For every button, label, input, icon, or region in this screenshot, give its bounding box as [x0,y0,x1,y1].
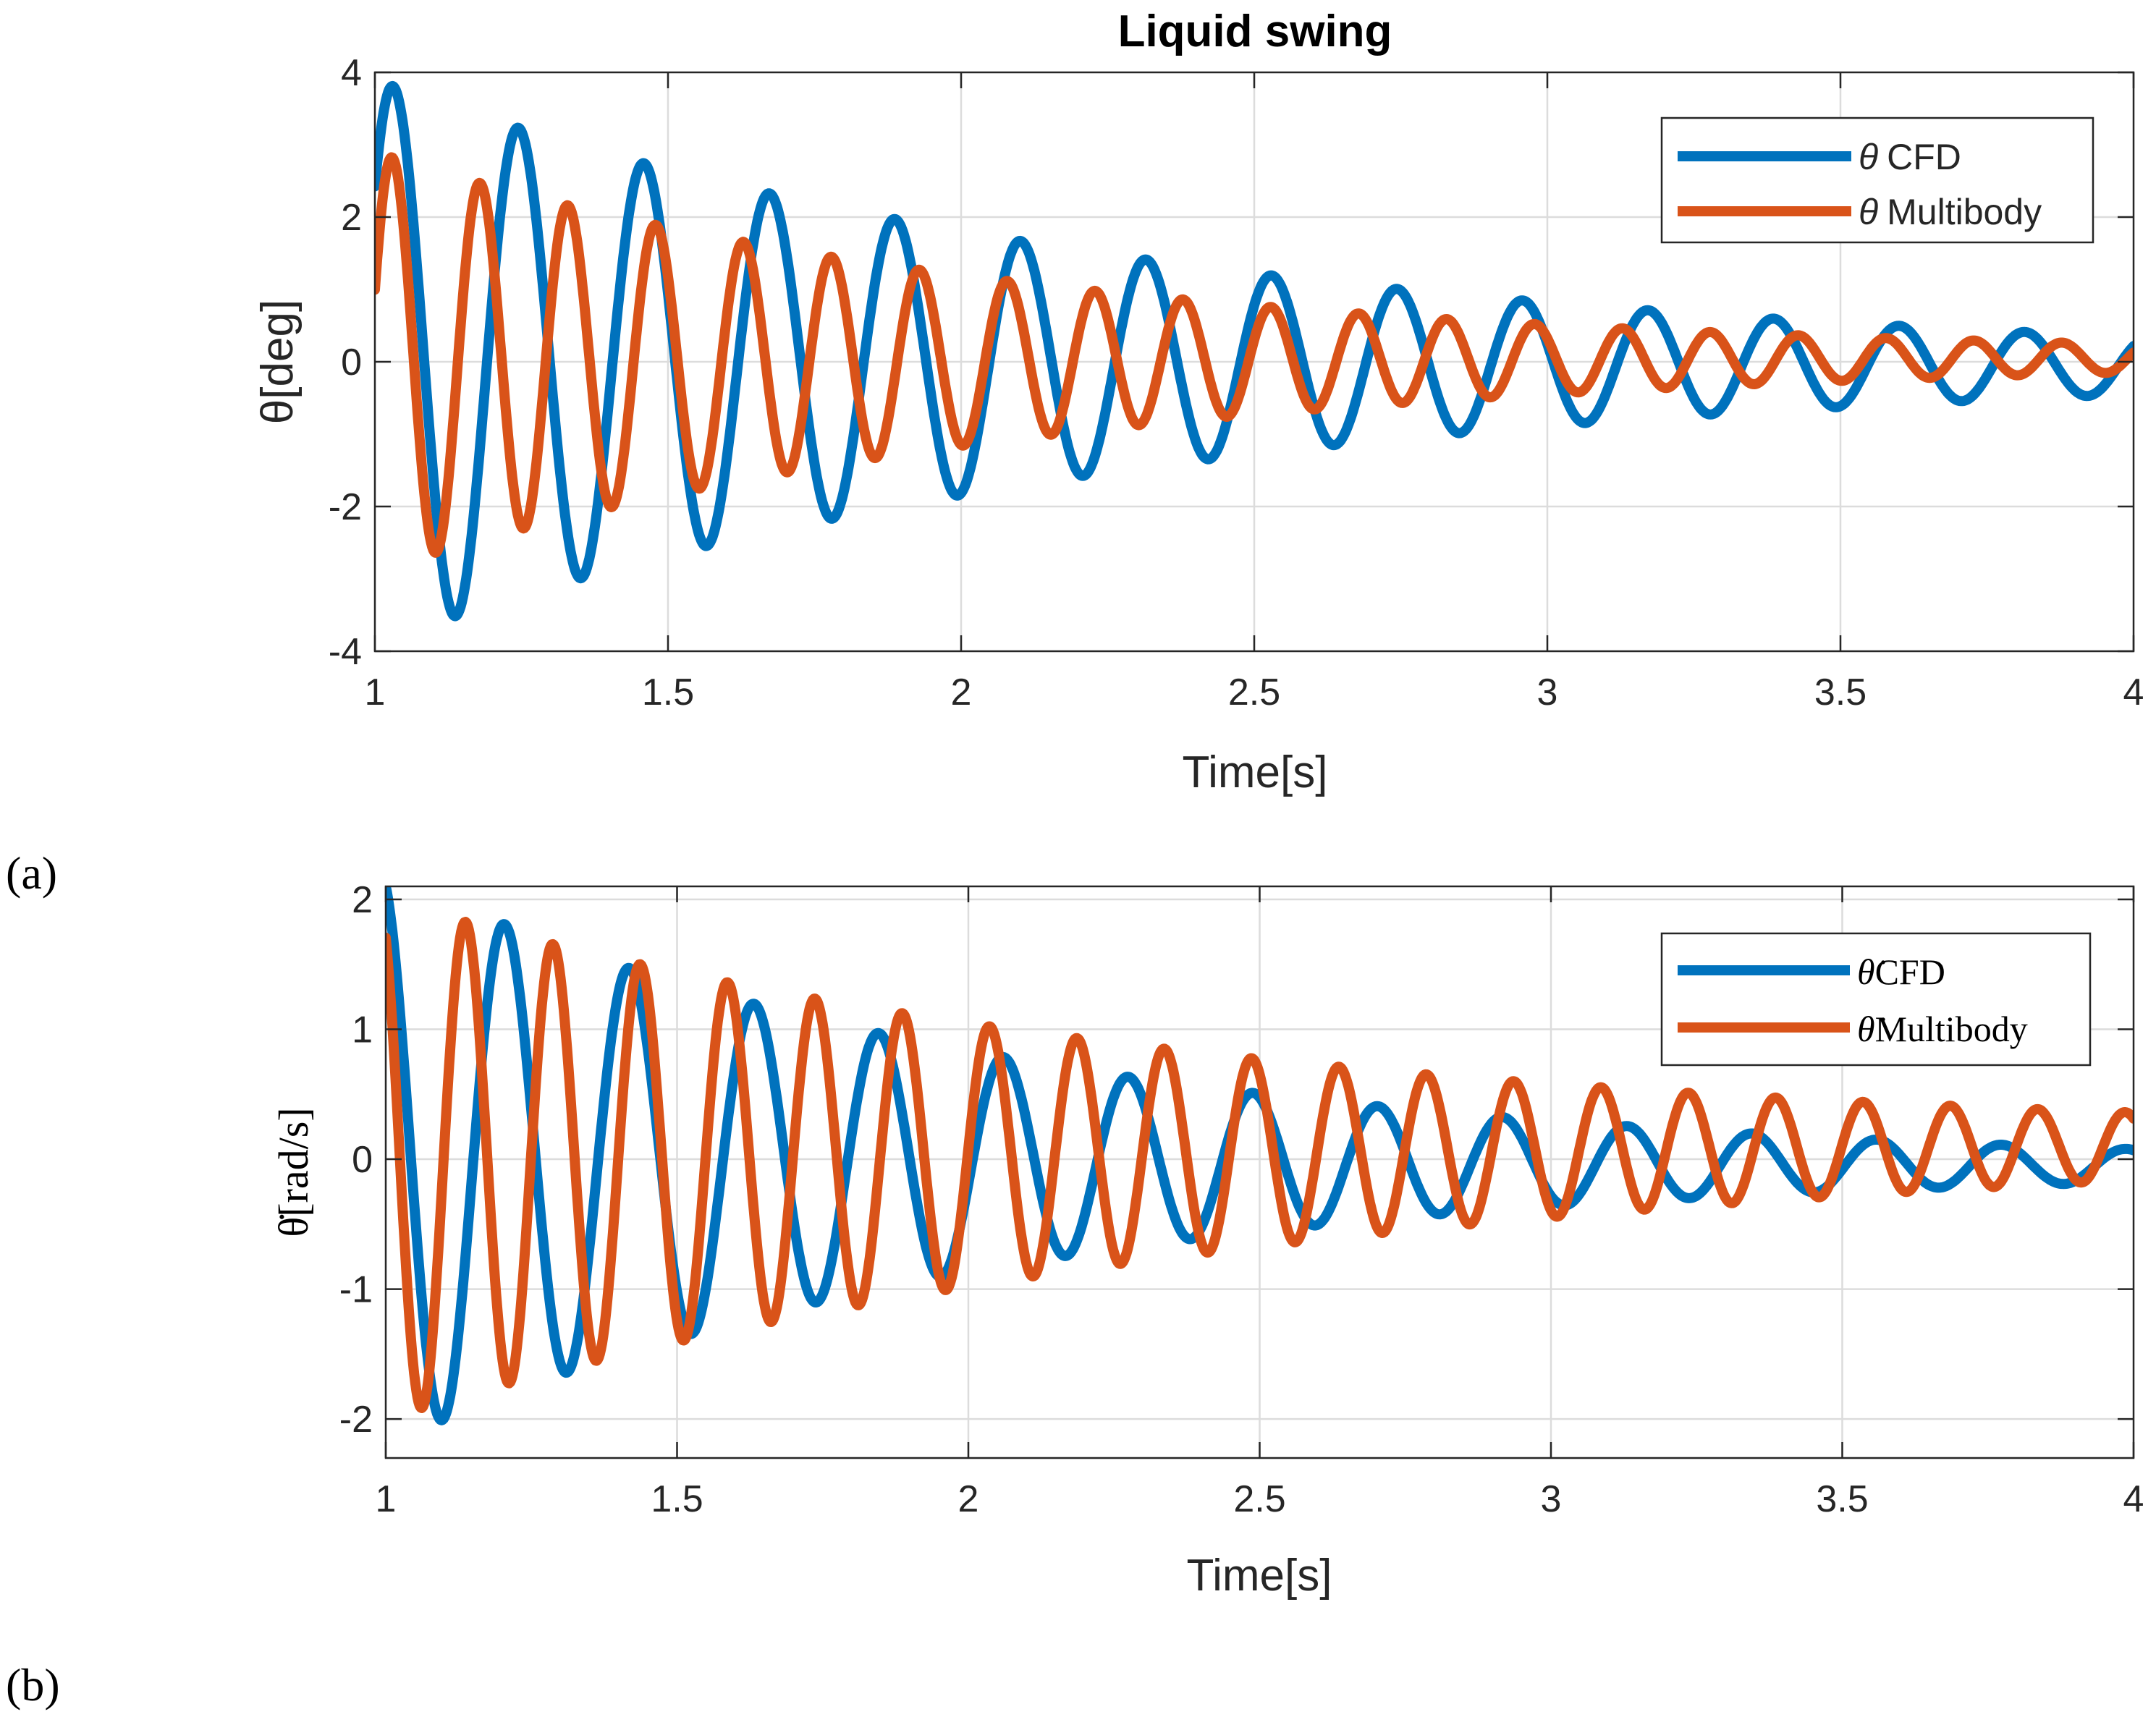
x-tick-label: 3 [1541,1478,1562,1520]
panel-a-ylabel: θ[deg] [253,300,303,424]
panel-b-xlabel: Time[s] [1187,1551,1332,1601]
series-line-multibody [386,917,2134,1413]
panel-a: Liquid swing 1 1.5 2 2.5 3 3.5 4 -4 -2 0 2 4 Time[s… [6,7,2144,899]
y-tick-label: 2 [352,879,373,921]
x-tick-label: 4 [2123,1478,2144,1520]
x-tick-label: 1.5 [651,1478,703,1520]
panel-b-ticks [384,886,2135,1458]
x-tick-label: 2 [951,671,972,713]
x-tick-label: 3 [1537,671,1558,713]
y-tick-label: 0 [341,342,362,383]
y-tick-label: -1 [339,1269,373,1311]
panel-a-ticks [373,71,2135,653]
panel-a-title: Liquid swing [1118,7,1392,56]
panel-a-series [375,80,2134,622]
x-tick-label: 1 [365,671,386,713]
x-tick-label: 4 [2123,671,2144,713]
panel-a-xlabel: Time[s] [1183,747,1328,797]
x-tick-label: 1.5 [642,671,694,713]
y-tick-label: 0 [352,1139,373,1181]
y-tick-label: -2 [339,1399,373,1441]
panel-a-label: (a) [6,847,57,899]
panel-b: 1 1.5 2 2.5 3 3.5 4 -2 -1 0 1 2 Time[s] θ̇[rad/s] θ… [6,879,2144,1711]
panel-b-legend: θ̇CFD θ̇Multibody [1660,932,2092,1067]
panel-a-legend: θ CFD θ Multibody [1660,116,2094,244]
panel-b-ylabel: θ̇[rad/s] [270,1107,317,1237]
panel-a-legend-label-cfd: θ CFD [1859,137,1961,177]
panel-a-legend-label-multibody: θ Multibody [1859,192,2042,232]
x-tick-label: 2.5 [1233,1478,1285,1520]
panel-a-tick-labels: 1 1.5 2 2.5 3 3.5 4 -4 -2 0 2 4 [329,52,2144,713]
y-tick-label: -2 [329,486,362,528]
y-tick-label: 1 [352,1009,373,1051]
x-tick-label: 2.5 [1228,671,1280,713]
x-tick-label: 1 [376,1478,397,1520]
panel-b-legend-label-cfd: θ̇CFD [1857,951,1945,992]
series-line-multibody [375,152,2134,558]
x-tick-label: 3.5 [1816,1478,1868,1520]
panel-b-series [386,886,2134,1425]
panel-b-legend-label-multibody: θ̇Multibody [1857,1009,2028,1049]
panel-b-label: (b) [6,1659,60,1711]
panel-b-tick-labels: 1 1.5 2 2.5 3 3.5 4 -2 -1 0 1 2 [339,879,2144,1520]
panel-b-legend-box [1660,932,2092,1067]
x-tick-label: 3.5 [1814,671,1867,713]
panel-a-legend-box [1660,116,2094,244]
x-tick-label: 2 [958,1478,979,1520]
y-tick-label: -4 [329,631,362,673]
y-tick-label: 4 [341,52,362,94]
y-tick-label: 2 [341,197,362,239]
